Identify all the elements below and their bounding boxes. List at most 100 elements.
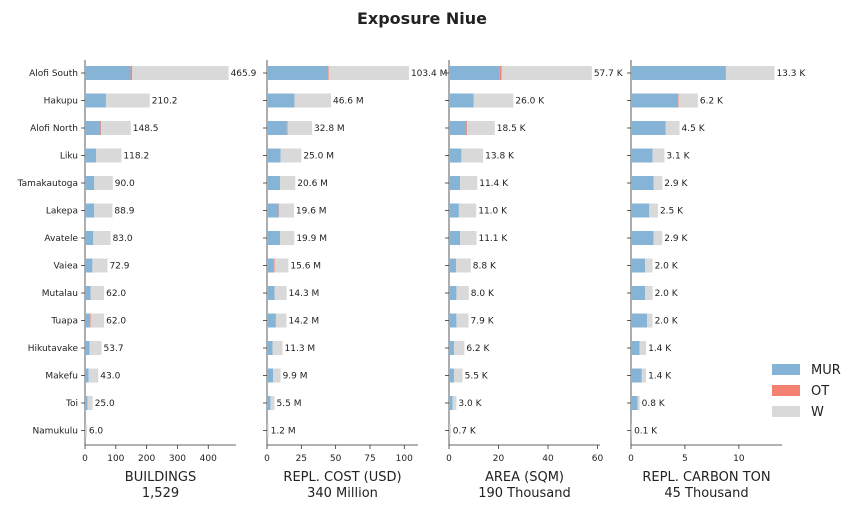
bar-mur	[267, 231, 281, 245]
legend-swatch-mur	[772, 364, 800, 375]
data-label: 90.0	[115, 179, 135, 189]
bar-w	[501, 66, 592, 80]
x-tick-label: 60	[592, 454, 604, 464]
bar-w	[287, 121, 313, 135]
data-label: 8.0 K	[471, 289, 495, 299]
total-label: 1,529	[142, 486, 179, 501]
bar-w	[93, 231, 111, 245]
bar-mur	[85, 286, 91, 300]
bar-w	[467, 121, 495, 135]
legend: MUR OT W	[772, 363, 841, 420]
category-label: Namukulu	[32, 427, 78, 437]
bar-mur	[631, 176, 654, 190]
bar-mur	[85, 258, 93, 273]
x-tick-label: 100	[107, 454, 124, 464]
bar-mur	[449, 396, 453, 410]
data-label: 2.5 K	[660, 207, 684, 217]
total-label: 45 Thousand	[664, 486, 748, 501]
category-label: Hikutavake	[28, 344, 79, 354]
bar-mur	[267, 313, 276, 328]
data-label: 3.1 K	[666, 152, 690, 162]
data-label: 210.2	[152, 97, 178, 107]
data-label: 19.6 M	[296, 207, 327, 217]
bar-w	[456, 313, 469, 328]
category-label: Liku	[60, 152, 78, 162]
bar-mur	[267, 286, 275, 300]
bar-w	[453, 341, 465, 355]
bar-mur	[631, 121, 666, 135]
bar-mur	[85, 231, 94, 245]
bar-w	[132, 66, 229, 80]
x-tick-label: 300	[169, 454, 186, 464]
data-label: 62.0	[106, 289, 126, 299]
x-tick-label: 25	[296, 454, 307, 464]
bar-w	[94, 176, 113, 190]
bar-ot	[286, 121, 288, 135]
bar-w	[94, 203, 113, 218]
bar-w	[458, 203, 477, 218]
bar-ot	[278, 203, 280, 218]
bar-mur	[85, 423, 86, 438]
category-label: Vaiea	[53, 262, 78, 272]
bar-mur	[267, 121, 287, 135]
bar-w	[280, 231, 295, 245]
legend-label: MUR	[811, 363, 841, 378]
category-label: Makefu	[45, 372, 78, 382]
bar-mur	[449, 203, 459, 218]
category-label: Hakupu	[44, 97, 78, 107]
data-label: 53.7	[104, 344, 124, 354]
bar-ot	[89, 313, 91, 328]
bar-mur	[85, 313, 90, 328]
data-label: 72.9	[109, 262, 129, 272]
bar-w	[274, 258, 289, 273]
bar-mur	[449, 341, 454, 355]
data-label: 0.7 K	[453, 427, 477, 437]
bar-w	[89, 341, 102, 355]
bar-mur	[449, 423, 450, 438]
bar-mur	[267, 93, 295, 108]
bar-w	[645, 286, 653, 300]
x-tick-label: 0	[264, 454, 270, 464]
bar-mur	[449, 121, 467, 135]
x-tick-label: 100	[396, 454, 413, 464]
bar-mur	[267, 258, 274, 273]
bar-mur	[631, 286, 646, 300]
x-tick-label: 50	[330, 454, 342, 464]
bar-w	[456, 286, 469, 300]
bar-mur	[85, 341, 90, 355]
bar-w	[461, 148, 484, 163]
bar-w	[460, 176, 478, 190]
bar-w	[647, 313, 653, 328]
bar-mur	[449, 93, 474, 108]
bar-mur	[267, 341, 273, 355]
bar-ot	[273, 258, 275, 273]
bar-w	[639, 341, 647, 355]
bar-mur	[449, 368, 454, 383]
bar-mur	[631, 423, 632, 438]
data-label: 465.9	[231, 69, 257, 79]
data-label: 7.9 K	[471, 317, 495, 327]
bar-w	[641, 368, 647, 383]
bar-mur	[449, 66, 500, 80]
bar-w	[460, 231, 477, 245]
bar-w	[652, 148, 665, 163]
bar-mur	[267, 396, 271, 410]
bar-mur	[267, 176, 281, 190]
bar-w	[270, 396, 275, 410]
bar-w	[88, 368, 99, 383]
bar-mur	[85, 176, 95, 190]
x-tick-label: 75	[364, 454, 375, 464]
bar-w	[449, 423, 451, 438]
data-label: 32.8 M	[314, 124, 345, 134]
bar-mur	[85, 396, 88, 410]
bar-w	[96, 148, 122, 163]
bar-ot	[100, 121, 102, 135]
bar-w	[665, 121, 680, 135]
data-label: 14.3 M	[289, 289, 320, 299]
bar-mur	[631, 396, 638, 410]
data-label: 6.2 K	[466, 344, 490, 354]
bar-mur	[449, 231, 461, 245]
bar-w	[275, 313, 287, 328]
bar-mur	[85, 368, 89, 383]
